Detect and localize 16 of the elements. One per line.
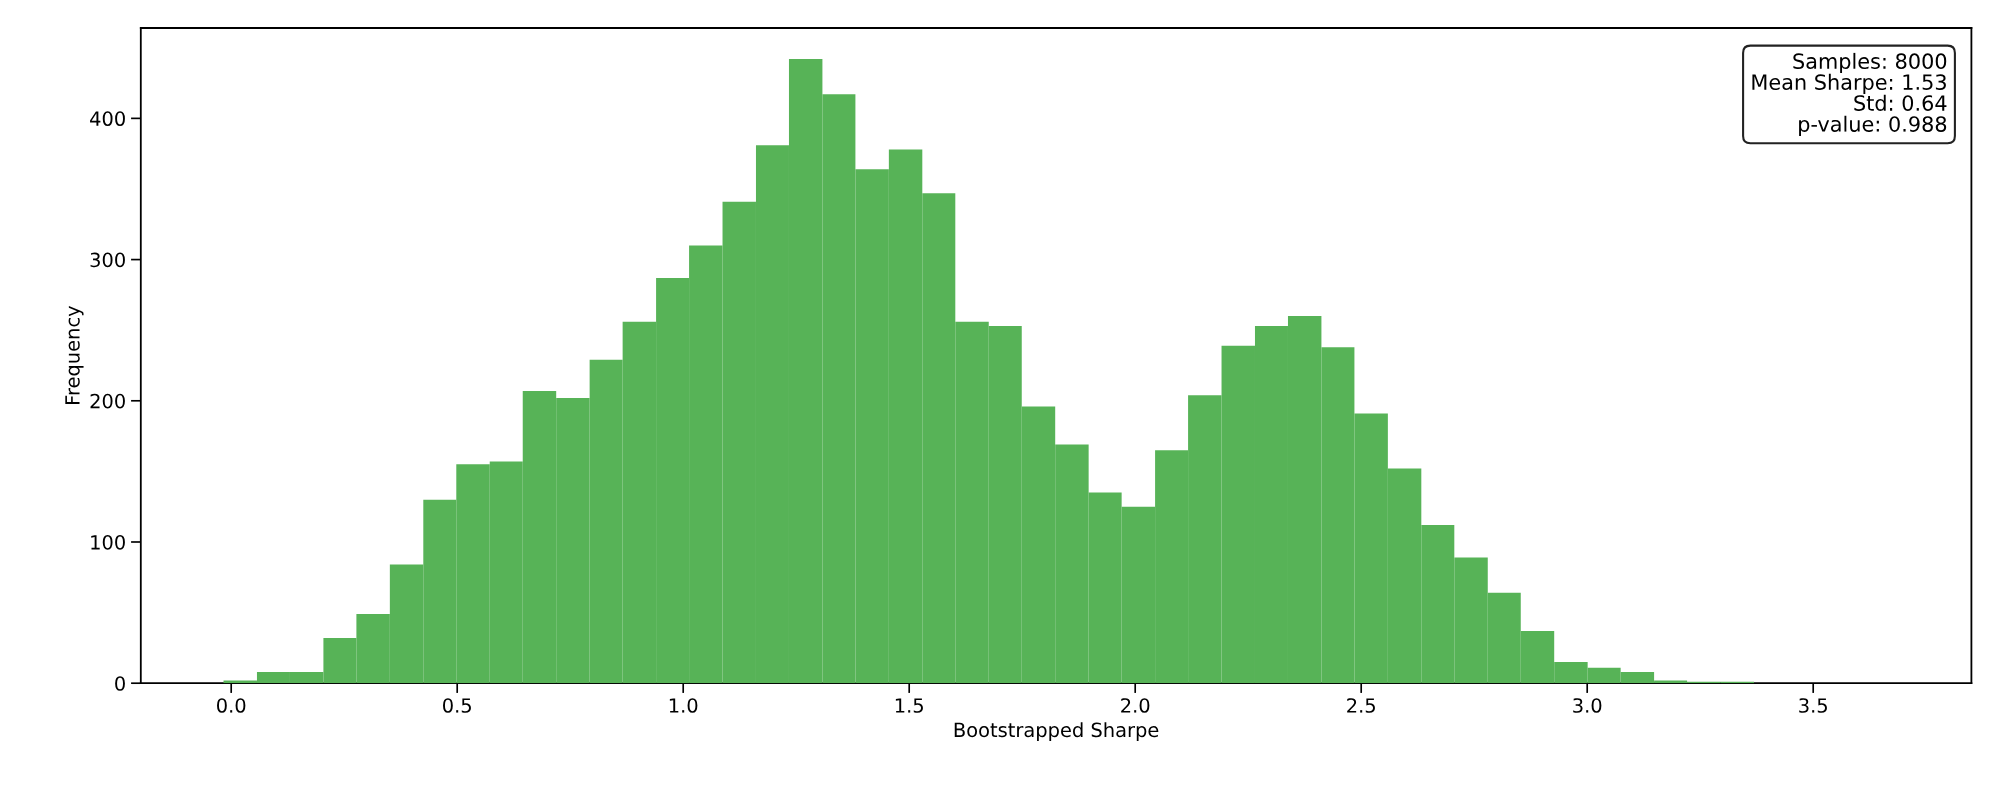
y-tick-label: 0 xyxy=(115,676,125,691)
y-tick-label: 200 xyxy=(90,393,125,409)
x-tick-label: 0.0 xyxy=(217,698,246,713)
x-tick-label: 2.5 xyxy=(1347,698,1375,713)
y-axis-title: Frequency xyxy=(65,305,84,404)
x-tick-label: 3.5 xyxy=(1799,698,1827,713)
x-tick-label: 0.5 xyxy=(443,698,471,713)
y-tick-label: 400 xyxy=(90,111,125,127)
annotation: Samples: 8000 Mean Sharpe: 1.53 Std: 0.64 p-value: 0.988 xyxy=(1752,52,1947,136)
x-axis-title: Bootstrapped Sharpe xyxy=(954,722,1159,741)
x-tick-label: 1.5 xyxy=(895,698,923,713)
y-tick-label: 100 xyxy=(91,534,125,550)
x-tick-label: 3.0 xyxy=(1573,698,1602,713)
x-tick-label: 1.0 xyxy=(669,698,698,713)
x-tick-label: 2.0 xyxy=(1121,698,1150,713)
y-tick-label: 300 xyxy=(90,252,125,268)
